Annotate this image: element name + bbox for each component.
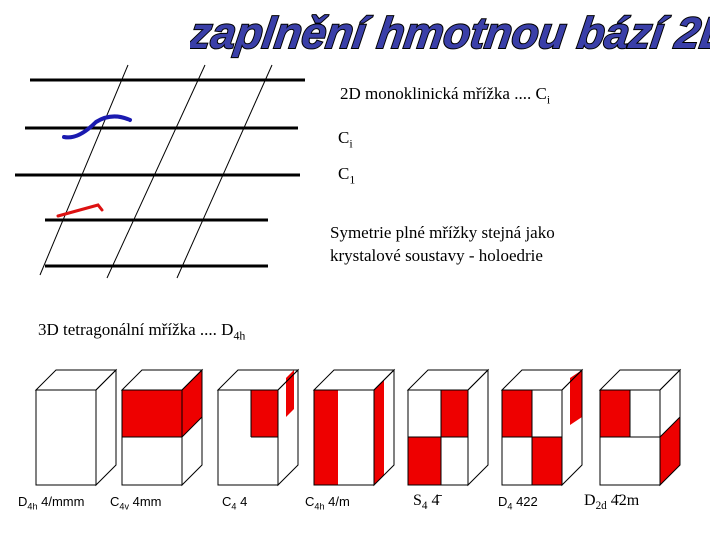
lattice-diagonals <box>39 64 273 279</box>
red-front-lower-right <box>532 437 562 485</box>
red-side-upper <box>570 370 582 425</box>
cell-c4 <box>217 369 299 486</box>
red-front-lower-left <box>408 437 441 485</box>
red-front-strip <box>314 390 338 485</box>
tetragonal-heading: 3D tetragonální mřížka .... D4h <box>38 320 246 343</box>
lattice-rows <box>15 78 305 268</box>
cell-s4 <box>407 369 489 486</box>
red-side-strip <box>374 380 384 485</box>
page-title: zaplnění hmotnou bází 2D <box>190 8 710 59</box>
holoedry-note-line2: krystalové soustavy - holoedrie <box>330 246 543 265</box>
red-side-lower <box>660 417 680 485</box>
tetragonal-cells-diagram <box>35 369 681 486</box>
cell-d2d <box>599 369 681 486</box>
group-label-d4: D4 422 <box>498 494 538 512</box>
red-front-upper <box>122 390 182 437</box>
group-label-d2d: D2d 4̄2m <box>584 492 640 513</box>
symmetry-ci-label: Ci <box>338 128 353 151</box>
red-side-strip <box>286 370 294 417</box>
group-label-d4h: D4h 4/mmm <box>18 494 85 512</box>
cell-d4 <box>501 369 583 486</box>
title-text: zaplnění hmotnou bází 2D <box>190 9 710 58</box>
lattice-diagonal-line <box>106 64 206 279</box>
red-front-upper-right <box>441 390 468 437</box>
red-front-upper-left <box>600 390 630 437</box>
holoedry-note-line1: Symetrie plné mřížky stejná jako <box>330 223 555 242</box>
group-label-c4h: C4h 4/m <box>305 494 350 512</box>
red-side-upper <box>182 370 202 437</box>
group-label-s4: S4 4̄ <box>413 492 440 513</box>
monoclinic-heading: 2D monoklinická mřížka .... Ci <box>340 84 551 107</box>
cell-c4h <box>313 369 395 486</box>
lattice-diagonal-line <box>39 64 129 276</box>
monoclinic-lattice-diagram <box>15 64 305 279</box>
group-label-c4v: C4v 4mm <box>110 494 162 512</box>
asymmetric-motif-red <box>56 203 104 218</box>
red-front-quadrant <box>251 390 278 437</box>
group-label-c4: C4 4 <box>222 494 248 512</box>
cell-c4v <box>121 369 203 486</box>
lattice-diagonal-line <box>176 64 273 279</box>
inversion-motif-blue <box>62 114 132 140</box>
cell-d4h <box>35 369 117 486</box>
symmetry-c1-label: C1 <box>338 164 356 187</box>
red-front-upper-left <box>502 390 532 437</box>
